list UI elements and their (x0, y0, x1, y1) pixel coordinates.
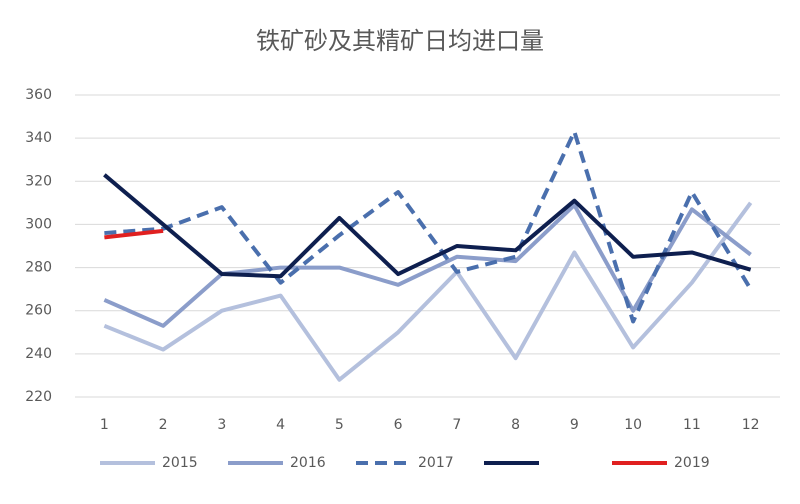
series-line (104, 228, 164, 240)
series-line (103, 203, 752, 328)
x-tick-label: 10 (624, 417, 642, 433)
y-tick-label: 220 (25, 389, 52, 405)
x-tick-label: 3 (217, 417, 226, 433)
x-tick-label: 9 (570, 417, 579, 433)
x-tick-label: 7 (452, 417, 461, 433)
x-tick-label: 6 (394, 417, 403, 433)
x-tick-label: 11 (683, 417, 701, 433)
y-tick-label: 340 (25, 130, 52, 146)
y-tick-label: 240 (25, 346, 52, 362)
y-tick-label: 320 (25, 173, 52, 189)
x-tick-label: 4 (276, 417, 285, 433)
x-tick-label: 8 (511, 417, 520, 433)
x-tick-label: 12 (742, 417, 760, 433)
legend-label: 2019 (674, 455, 710, 471)
legend-label: 2016 (290, 455, 326, 471)
y-tick-label: 260 (25, 303, 52, 319)
legend-label: 2017 (418, 455, 454, 471)
chart-title: 铁矿砂及其精矿日均进口量 (256, 27, 544, 55)
series-line (104, 129, 753, 324)
x-tick-label: 1 (100, 417, 109, 433)
legend-label: 2015 (162, 455, 198, 471)
series-line (103, 173, 752, 279)
y-tick-label: 300 (25, 216, 52, 232)
y-tick-label: 280 (25, 260, 52, 276)
series-line (103, 201, 753, 382)
y-tick-label: 360 (25, 87, 52, 103)
x-tick-label: 5 (335, 417, 344, 433)
x-tick-label: 2 (159, 417, 168, 433)
